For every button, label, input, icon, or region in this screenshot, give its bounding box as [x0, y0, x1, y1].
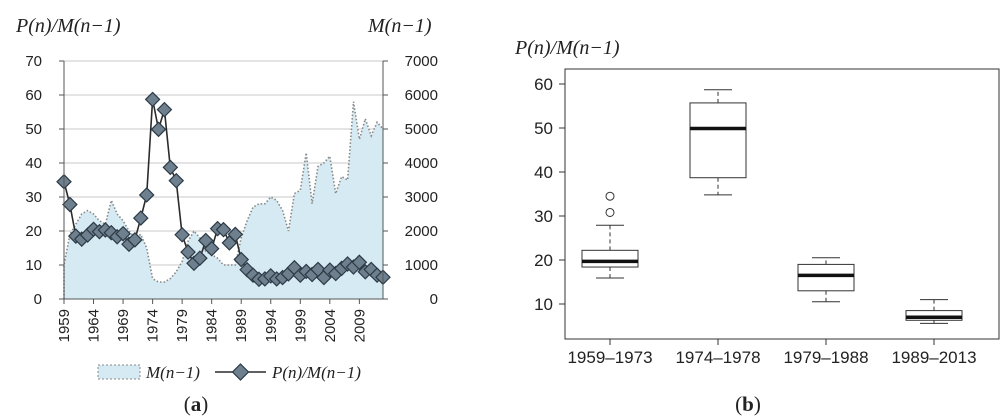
- x-tick-label: 1994: [263, 309, 280, 342]
- b-y-tick-label: 40: [534, 163, 553, 182]
- legend-p-label: P(n)/M(n−1): [271, 363, 361, 382]
- left-tick-label: 40: [25, 155, 42, 172]
- left-tick-label: 30: [25, 189, 42, 206]
- boxplot: [689, 89, 747, 196]
- right-axis-title: M(n−1): [367, 15, 432, 37]
- panel-b: P(n)/M(n−1) 10 20 30 40 50 60 1959–1973 1974–1…: [514, 37, 1000, 416]
- caption-b: (b): [735, 392, 761, 416]
- iqr-box: [905, 310, 963, 321]
- p-series-point: [127, 231, 143, 248]
- legend-m-label: M(n−1): [145, 363, 200, 382]
- right-tick-label: 5000: [405, 121, 438, 138]
- b-y-tick-label: 20: [534, 251, 553, 270]
- p-series-point: [203, 240, 220, 257]
- boxplot: [797, 257, 855, 303]
- p-series-point: [227, 226, 244, 243]
- right-tick-label: 7000: [405, 53, 438, 70]
- b-x-tick-label: 1974–1978: [675, 348, 760, 367]
- right-axis-ticks: 0 1000 2000 3000 4000 5000 6000 7000: [383, 53, 438, 308]
- right-tick-label: 1000: [405, 257, 438, 274]
- left-tick-label: 0: [34, 291, 42, 308]
- left-tick-label: 50: [25, 121, 42, 138]
- b-y-tick-label: 60: [534, 75, 553, 94]
- outlier-point: [605, 207, 615, 217]
- b-y-tick-label: 10: [534, 295, 553, 314]
- p-series-point: [233, 251, 250, 268]
- iqr-box: [689, 102, 747, 179]
- x-tick-label: 1969: [115, 309, 132, 342]
- x-tick-label: 1984: [204, 309, 221, 342]
- x-tick-label: 1979: [174, 309, 191, 342]
- right-tick-label: 4000: [405, 155, 438, 172]
- p-series-point: [150, 121, 167, 138]
- b-x-tick-label: 1989–2013: [891, 348, 976, 367]
- p-series-point: [115, 225, 131, 242]
- legend: M(n−1) P(n)/M(n−1): [97, 363, 361, 382]
- right-tick-label: 6000: [405, 87, 438, 104]
- b-x-axis-labels: 1959–1973 1974–1978 1979–1988 1989–2013: [567, 339, 977, 367]
- iqr-box: [581, 249, 639, 268]
- left-axis-title: P(n)/M(n−1): [15, 15, 121, 37]
- m-series-area: [64, 101, 383, 299]
- x-tick-label: 1999: [292, 309, 309, 342]
- p-series-point: [138, 187, 155, 203]
- x-tick-label: 1964: [86, 309, 103, 342]
- b-axis-title: P(n)/M(n−1): [514, 37, 620, 59]
- x-axis-ticks: 1959 1964 1969 1974 1979 1984 1989 1994 1999 2004…: [56, 299, 368, 342]
- p-series-point: [215, 221, 232, 238]
- p-series-point: [180, 244, 196, 260]
- iqr-box: [797, 263, 855, 292]
- legend-area-swatch: [97, 364, 141, 380]
- boxplot: [905, 299, 963, 324]
- boxplot: [581, 191, 639, 279]
- right-tick-label: 2000: [405, 223, 438, 240]
- p-series-point: [162, 159, 179, 176]
- x-tick-label: 2004: [322, 309, 339, 342]
- b-x-tick-label: 1959–1973: [567, 348, 652, 367]
- p-series-point: [168, 172, 185, 189]
- legend-diamond-icon: [231, 363, 250, 381]
- left-tick-label: 20: [25, 223, 42, 240]
- p-series-point: [144, 91, 161, 108]
- left-axis-ticks: 0 10 20 30 40 50 60 70: [25, 53, 64, 308]
- outlier-point: [605, 191, 615, 201]
- p-series-point: [156, 101, 173, 118]
- x-tick-label: 1959: [56, 309, 73, 342]
- b-plot-frame: [564, 68, 1000, 340]
- p-series-point: [192, 250, 208, 267]
- right-tick-label: 0: [430, 291, 438, 308]
- p-series-point: [174, 226, 190, 243]
- left-tick-label: 10: [25, 257, 42, 274]
- x-tick-label: 2009: [351, 309, 368, 342]
- m-series-edge: [63, 101, 384, 299]
- x-tick-label: 1989: [233, 309, 250, 342]
- right-tick-label: 3000: [405, 189, 438, 206]
- p-series-point: [351, 254, 368, 271]
- x-tick-label: 1974: [145, 309, 162, 342]
- b-y-axis-ticks: 10 20 30 40 50 60: [534, 75, 565, 314]
- b-x-tick-label: 1979–1988: [783, 348, 868, 367]
- p-series-point: [62, 196, 78, 213]
- b-y-tick-label: 50: [534, 119, 553, 138]
- left-tick-label: 60: [25, 87, 42, 104]
- p-series-point: [132, 210, 149, 226]
- panel-a: P(n)/M(n−1) M(n−1) 0 10 20 30 40 50 60 70 0 1000…: [15, 15, 438, 416]
- b-y-tick-label: 30: [534, 207, 553, 226]
- p-series-markers: [56, 91, 391, 288]
- caption-a: (a): [184, 392, 209, 416]
- left-tick-label: 70: [25, 53, 42, 70]
- boxplots: [581, 89, 963, 324]
